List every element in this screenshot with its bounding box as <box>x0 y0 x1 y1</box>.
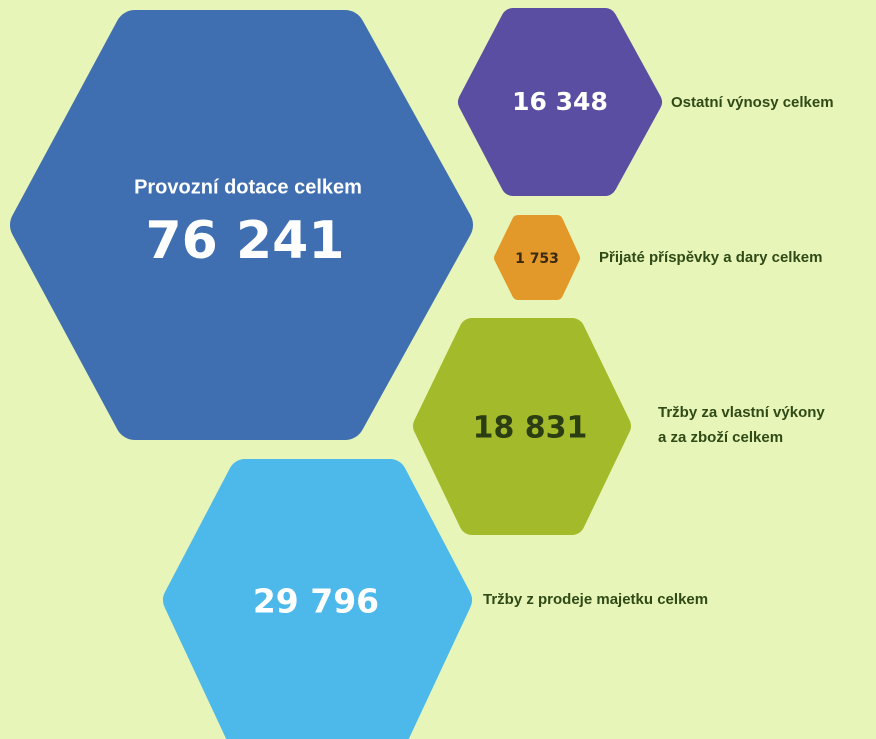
value: 76 241 <box>145 211 344 271</box>
label: Přijaté příspěvky a dary celkem <box>599 249 822 266</box>
hexagon-blue <box>10 10 473 440</box>
value: 16 348 <box>512 87 608 116</box>
hexagon-purple <box>458 8 662 196</box>
hexagon-lightblue <box>163 459 472 739</box>
value: 18 831 <box>473 411 588 446</box>
label: Tržby z prodeje majetku celkem <box>483 591 708 608</box>
value: 1 753 <box>515 251 559 267</box>
hexagon-orange <box>494 215 580 300</box>
hexagon-green <box>413 318 631 535</box>
label: Ostatní výnosy celkem <box>671 94 834 111</box>
label: a za zboží celkem <box>658 429 783 446</box>
label: Provozní dotace celkem <box>134 176 362 198</box>
label: Tržby za vlastní výkony <box>658 404 825 421</box>
value: 29 796 <box>253 582 379 621</box>
